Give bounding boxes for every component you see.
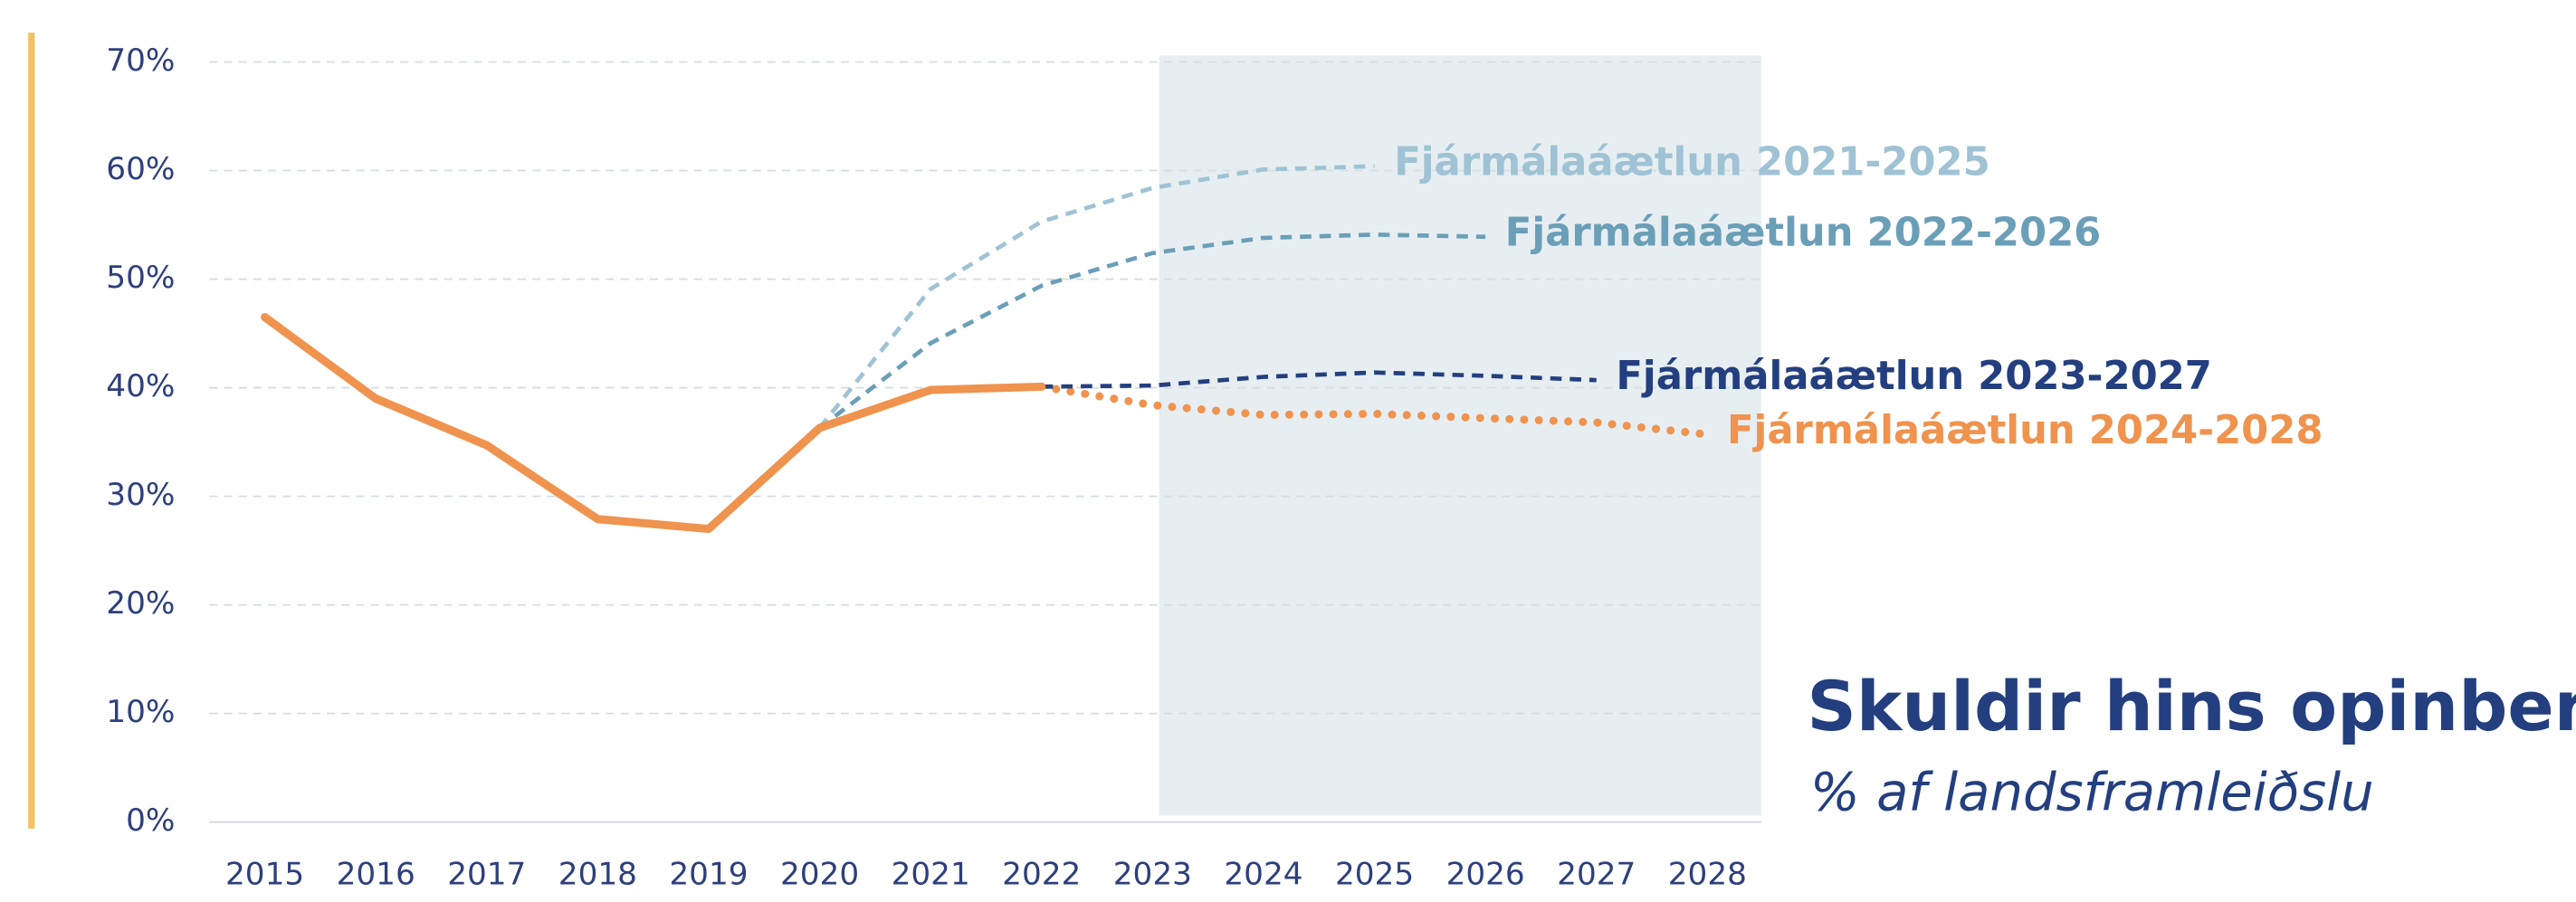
x-tick-label: 2022 bbox=[1002, 857, 1081, 893]
chart-title: Skuldir hins opinbera bbox=[1807, 667, 2576, 746]
series-label: Fjármálaáætlun 2022-2026 bbox=[1505, 210, 2102, 255]
series-line bbox=[1041, 370, 1597, 389]
y-tick-label: 60% bbox=[106, 151, 175, 187]
accent-bar bbox=[28, 33, 35, 829]
forecast-band bbox=[1159, 55, 1761, 816]
x-tick-label: 2019 bbox=[669, 857, 748, 893]
y-tick-label: 40% bbox=[106, 368, 175, 404]
series-line bbox=[1037, 382, 1712, 439]
y-tick-label: 0% bbox=[126, 802, 175, 839]
series-label: Fjármálaáætlun 2021-2025 bbox=[1394, 139, 1989, 185]
x-tick-label: 2023 bbox=[1113, 857, 1192, 893]
series-label: Fjármálaáætlun 2023-2027 bbox=[1616, 354, 2212, 399]
x-tick-label: 2021 bbox=[892, 857, 970, 893]
x-tick-label: 2028 bbox=[1668, 857, 1747, 893]
y-tick-label: 30% bbox=[106, 477, 175, 513]
series-line bbox=[261, 313, 1046, 534]
series-line bbox=[818, 232, 1486, 430]
y-tick-label: 20% bbox=[106, 585, 175, 622]
y-tick-label: 50% bbox=[106, 260, 175, 296]
x-tick-label: 2015 bbox=[225, 857, 304, 893]
y-tick-label: 70% bbox=[106, 43, 175, 79]
x-tick-label: 2026 bbox=[1446, 857, 1525, 893]
series-label: Fjármálaáætlun 2024-2028 bbox=[1727, 408, 2323, 453]
x-tick-label: 2025 bbox=[1335, 857, 1414, 893]
y-tick-label: 10% bbox=[106, 694, 175, 730]
x-tick-label: 2018 bbox=[558, 857, 637, 893]
series-line bbox=[817, 164, 1375, 430]
x-tick-label: 2027 bbox=[1557, 857, 1636, 893]
x-tick-label: 2024 bbox=[1224, 857, 1302, 893]
chart-subtitle: % af landsframleiðslu bbox=[1810, 761, 2374, 822]
x-tick-label: 2016 bbox=[337, 857, 415, 893]
x-tick-label: 2020 bbox=[780, 857, 859, 893]
x-tick-label: 2017 bbox=[447, 857, 526, 893]
